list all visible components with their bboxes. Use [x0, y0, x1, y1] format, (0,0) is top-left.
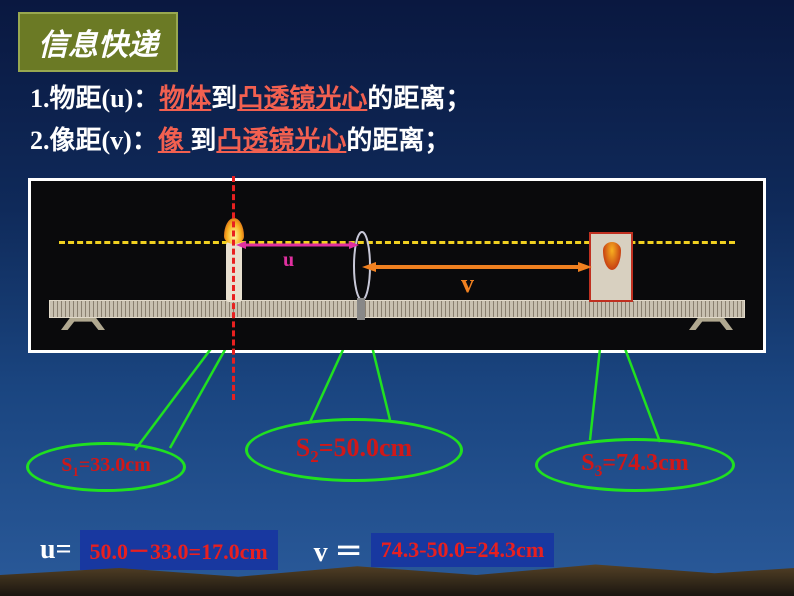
callout-s3: S3=74.3cm — [535, 438, 735, 492]
inverted-image-icon — [603, 242, 621, 270]
def2-t2: 到 — [190, 126, 216, 155]
def1-num: 1.物距(u)： — [30, 84, 159, 113]
definition-u: 1.物距(u)：物体到凸透镜光心的距离； — [30, 78, 764, 120]
results-row: u= 50.0－33.0=17.0cm v ＝ 74.3-50.0=24.3cm — [40, 530, 774, 570]
def2-num: 2.像距(v)： — [30, 126, 158, 155]
u-distance-arrow — [236, 237, 359, 247]
def2-t1: 像 — [158, 126, 191, 155]
v-distance-arrow — [362, 259, 592, 269]
header-box: 信息快递 — [18, 12, 178, 72]
u-result-value: 50.0－33.0=17.0cm — [80, 530, 278, 570]
s1-text: S1=33.0cm — [61, 454, 151, 480]
bench-leg-left — [61, 318, 105, 330]
callout-s2: S2=50.0cm — [245, 418, 463, 482]
bench-leg-right — [689, 318, 733, 330]
lens-stand — [357, 298, 365, 320]
u-label: u — [283, 249, 294, 272]
optical-axis — [59, 241, 735, 244]
header-title: 信息快递 — [38, 29, 158, 62]
def1-t4: 的距离； — [367, 84, 471, 113]
s3-text: S3=74.3cm — [581, 450, 688, 481]
definition-v: 2.像距(v)：像 到凸透镜光心的距离； — [30, 120, 764, 162]
def1-t1: 物体 — [159, 84, 211, 113]
v-result-value: 74.3-50.0=24.3cm — [371, 533, 554, 567]
def1-t3: 凸透镜光心 — [237, 84, 367, 113]
u-result-label: u= — [40, 534, 72, 566]
v-result-label: v ＝ — [314, 530, 363, 570]
s2-text: S2=50.0cm — [296, 433, 412, 467]
def2-t4: 的距离； — [346, 126, 450, 155]
callout-s1: S1=33.0cm — [26, 442, 186, 492]
definitions: 1.物距(u)：物体到凸透镜光心的距离； 2.像距(v)：像 到凸透镜光心的距离… — [30, 78, 764, 162]
image-screen — [589, 232, 633, 302]
def1-t2: 到 — [211, 84, 237, 113]
optics-diagram: u v — [28, 178, 766, 353]
v-label: v — [461, 269, 474, 299]
def2-t3: 凸透镜光心 — [216, 126, 346, 155]
optical-bench-ruler — [49, 300, 745, 318]
